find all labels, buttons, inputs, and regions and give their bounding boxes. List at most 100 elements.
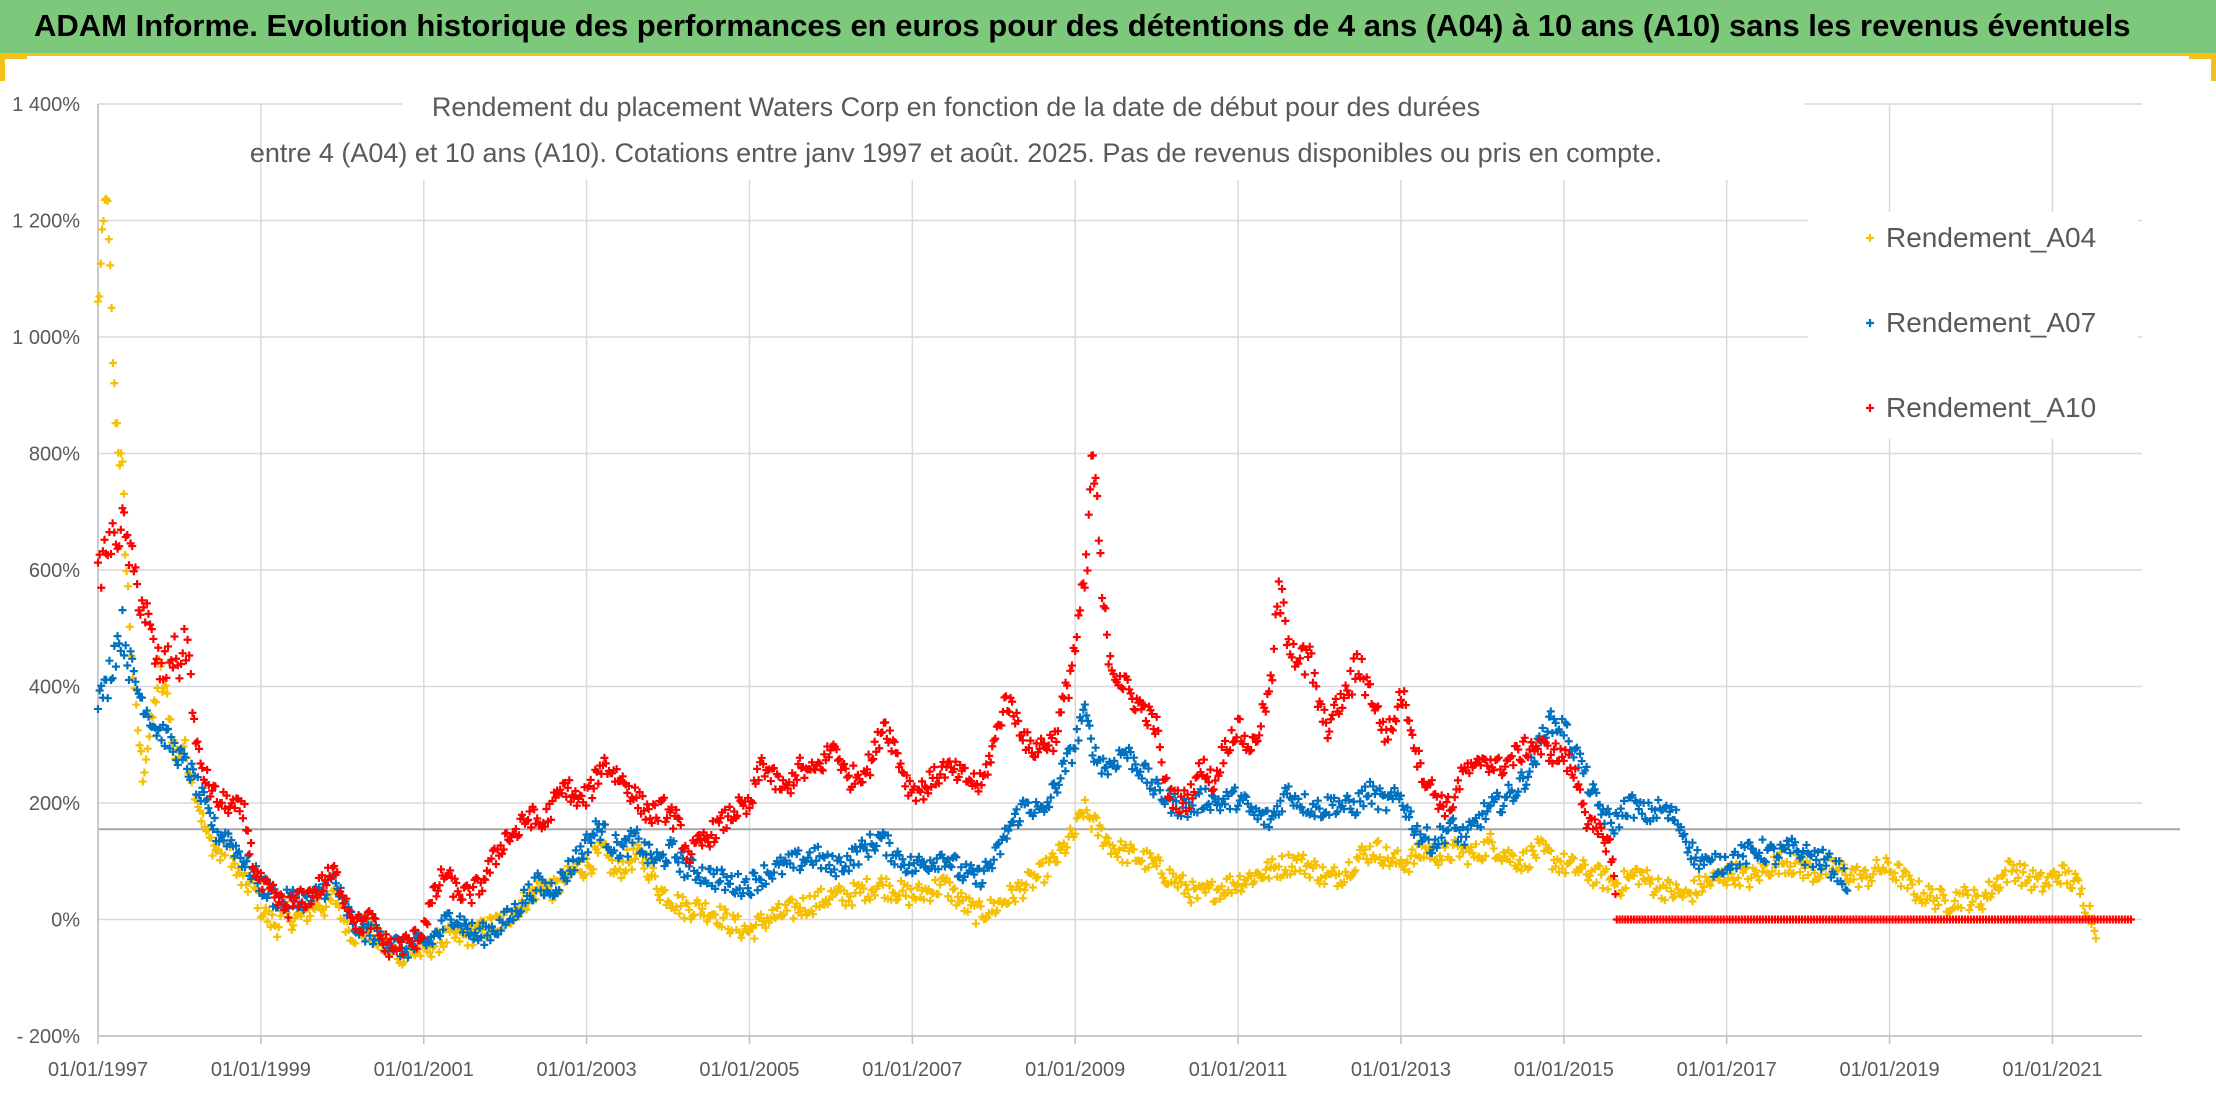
data-point bbox=[190, 714, 199, 723]
data-point bbox=[1556, 744, 1565, 753]
data-point bbox=[991, 734, 1000, 743]
data-point bbox=[1216, 768, 1225, 777]
data-point bbox=[452, 919, 461, 928]
data-point bbox=[446, 866, 455, 875]
data-point bbox=[776, 853, 785, 862]
data-point bbox=[825, 860, 834, 869]
data-point bbox=[765, 918, 774, 927]
data-point bbox=[1484, 767, 1493, 776]
data-point bbox=[1374, 702, 1383, 711]
data-point bbox=[186, 670, 195, 679]
y-tick-label: - 200% bbox=[17, 1026, 81, 1048]
data-point bbox=[1348, 690, 1357, 699]
data-point bbox=[1129, 705, 1138, 714]
data-point bbox=[890, 860, 899, 869]
data-point bbox=[359, 928, 368, 937]
data-point bbox=[1730, 880, 1739, 889]
data-point bbox=[931, 875, 940, 884]
data-point bbox=[733, 811, 742, 820]
data-point bbox=[1271, 610, 1280, 619]
data-point bbox=[1515, 855, 1524, 864]
data-point bbox=[1379, 717, 1388, 726]
data-point bbox=[835, 755, 844, 764]
data-point bbox=[699, 828, 708, 837]
data-point bbox=[1123, 858, 1132, 867]
data-point bbox=[1143, 721, 1152, 730]
data-point bbox=[975, 864, 984, 873]
data-point bbox=[1123, 675, 1132, 684]
legend: Rendement_A04 Rendement_A07 Rendement_A1… bbox=[1808, 212, 2138, 438]
data-point bbox=[1400, 687, 1409, 696]
data-point bbox=[789, 863, 798, 872]
data-point bbox=[918, 777, 927, 786]
data-point bbox=[957, 888, 966, 897]
data-point bbox=[1080, 795, 1089, 804]
data-point bbox=[1883, 858, 1892, 867]
data-point bbox=[2014, 873, 2023, 882]
data-point bbox=[698, 863, 707, 872]
data-point bbox=[1260, 873, 1269, 882]
data-point bbox=[797, 861, 806, 870]
data-point bbox=[481, 875, 490, 884]
data-point bbox=[1449, 803, 1458, 812]
data-point bbox=[1455, 785, 1464, 794]
data-point bbox=[205, 808, 214, 817]
data-point bbox=[601, 759, 610, 768]
data-point bbox=[1019, 894, 1028, 903]
data-point bbox=[344, 926, 353, 935]
data-point bbox=[1066, 666, 1075, 675]
data-point bbox=[307, 899, 316, 908]
data-point bbox=[1537, 750, 1546, 759]
data-point bbox=[1281, 865, 1290, 874]
data-point bbox=[103, 196, 112, 205]
data-point bbox=[371, 914, 380, 923]
data-point bbox=[1623, 812, 1632, 821]
data-point bbox=[760, 772, 769, 781]
data-point bbox=[1211, 897, 1220, 906]
data-point bbox=[1382, 806, 1391, 815]
data-point bbox=[1040, 878, 1049, 887]
data-point bbox=[1001, 692, 1010, 701]
data-point bbox=[854, 860, 863, 869]
data-point bbox=[1719, 869, 1728, 878]
data-point bbox=[1274, 862, 1283, 871]
data-point bbox=[1695, 864, 1703, 873]
data-point bbox=[529, 896, 538, 905]
data-point bbox=[742, 809, 751, 818]
data-point bbox=[123, 661, 132, 670]
data-point bbox=[1155, 786, 1164, 795]
data-point bbox=[124, 675, 133, 684]
data-point bbox=[1072, 725, 1081, 734]
data-point bbox=[768, 906, 777, 915]
data-point bbox=[810, 892, 819, 901]
data-point bbox=[1890, 869, 1899, 878]
data-point bbox=[1685, 843, 1694, 852]
data-point bbox=[1525, 863, 1534, 872]
data-point bbox=[1067, 758, 1076, 767]
data-point bbox=[1344, 795, 1353, 804]
data-point bbox=[469, 883, 478, 892]
data-point bbox=[1466, 843, 1475, 852]
data-point bbox=[1071, 829, 1080, 838]
data-point bbox=[1437, 791, 1446, 800]
data-point bbox=[1822, 861, 1831, 870]
data-point bbox=[1297, 803, 1306, 812]
data-point bbox=[640, 838, 649, 847]
data-point bbox=[219, 836, 228, 845]
data-point bbox=[1188, 794, 1197, 803]
data-point bbox=[1423, 823, 1432, 832]
data-point bbox=[144, 609, 153, 618]
data-point bbox=[1892, 876, 1901, 885]
data-point bbox=[844, 897, 853, 906]
data-point bbox=[1517, 757, 1526, 766]
data-point bbox=[1328, 801, 1337, 810]
data-point bbox=[1227, 889, 1236, 898]
data-point bbox=[1755, 876, 1764, 885]
data-point bbox=[716, 902, 725, 911]
data-point bbox=[789, 914, 798, 923]
data-point bbox=[676, 821, 685, 830]
data-point bbox=[1610, 872, 1619, 881]
data-point bbox=[1559, 731, 1568, 740]
data-point bbox=[208, 851, 217, 860]
data-point bbox=[1208, 877, 1217, 886]
